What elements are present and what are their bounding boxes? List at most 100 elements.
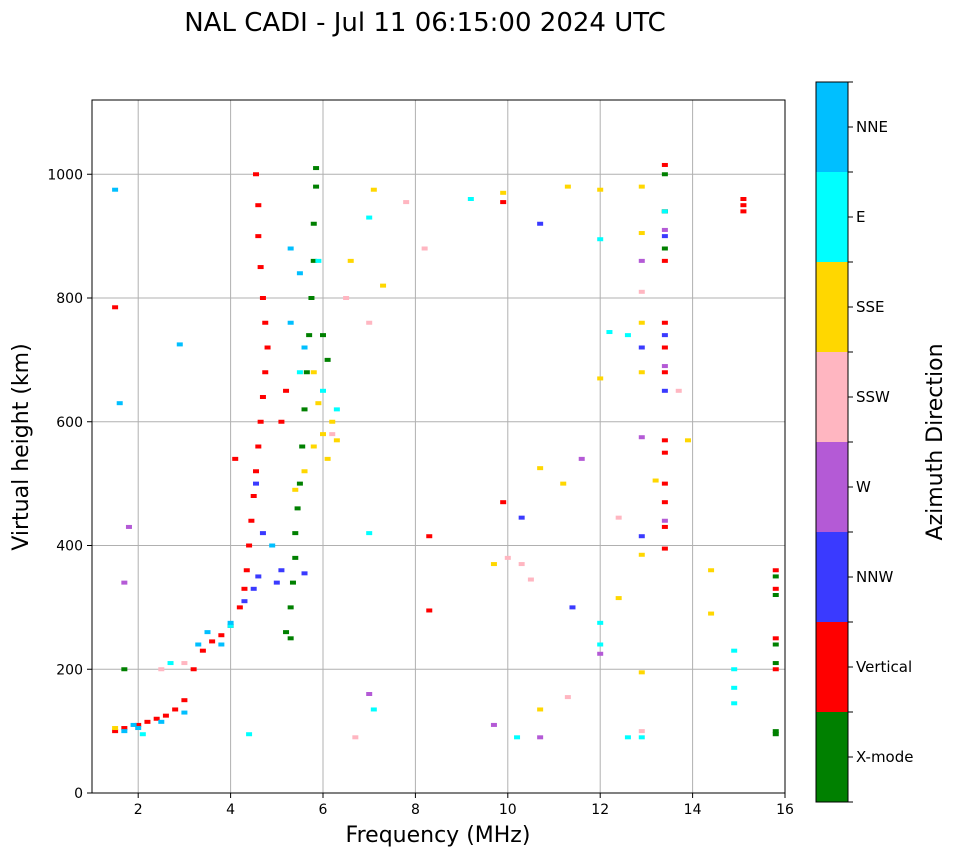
data-point bbox=[227, 623, 234, 628]
colorbar-title: Azimuth Direction bbox=[923, 343, 948, 540]
data-point bbox=[283, 388, 290, 393]
data-point bbox=[296, 481, 303, 486]
data-point bbox=[264, 345, 271, 350]
data-point bbox=[257, 265, 264, 270]
data-point bbox=[638, 435, 645, 440]
data-point bbox=[315, 401, 322, 406]
data-point bbox=[329, 419, 336, 424]
data-point bbox=[306, 333, 313, 338]
series-w bbox=[121, 227, 668, 740]
data-point bbox=[708, 611, 715, 616]
colorbar-segment bbox=[816, 442, 848, 532]
data-point bbox=[172, 707, 179, 712]
y-tick-label: 200 bbox=[56, 662, 83, 678]
data-point bbox=[366, 692, 373, 696]
data-point bbox=[204, 630, 211, 635]
data-point bbox=[638, 735, 645, 740]
data-point bbox=[366, 320, 373, 325]
colorbar-segment bbox=[816, 172, 848, 262]
data-point bbox=[578, 456, 585, 461]
data-point bbox=[121, 729, 128, 734]
data-point bbox=[262, 320, 269, 325]
data-point bbox=[597, 651, 604, 656]
data-point bbox=[537, 735, 544, 740]
y-tick-label: 0 bbox=[74, 786, 83, 802]
colorbar-segment bbox=[816, 622, 848, 712]
data-point bbox=[638, 370, 645, 375]
data-point bbox=[661, 388, 668, 393]
data-point bbox=[772, 636, 779, 641]
data-point bbox=[255, 574, 262, 579]
data-point bbox=[158, 719, 165, 724]
data-point bbox=[661, 258, 668, 263]
colorbar-label: W bbox=[856, 478, 871, 496]
data-point bbox=[638, 729, 645, 734]
data-point bbox=[661, 364, 668, 369]
data-point bbox=[624, 333, 631, 338]
data-point bbox=[153, 716, 160, 721]
colorbar-segment bbox=[816, 262, 848, 352]
data-point bbox=[112, 726, 119, 731]
data-point bbox=[661, 524, 668, 529]
data-point bbox=[125, 524, 132, 529]
data-point bbox=[597, 187, 604, 192]
data-point bbox=[227, 620, 234, 625]
data-point bbox=[352, 735, 359, 740]
data-point bbox=[661, 172, 668, 177]
data-point bbox=[564, 695, 571, 700]
data-point bbox=[301, 571, 308, 576]
plot-frame bbox=[91, 99, 786, 794]
data-points bbox=[112, 162, 779, 740]
data-point bbox=[527, 577, 534, 582]
x-tick-label: 6 bbox=[319, 802, 328, 818]
data-point bbox=[518, 515, 525, 520]
data-point bbox=[121, 667, 128, 672]
data-point bbox=[255, 203, 262, 208]
series-x-mode bbox=[121, 166, 779, 737]
series-ssw bbox=[158, 200, 682, 740]
data-point bbox=[241, 586, 248, 591]
data-point bbox=[490, 722, 497, 727]
data-point bbox=[292, 487, 299, 492]
data-point bbox=[638, 534, 645, 539]
data-point bbox=[597, 237, 604, 242]
data-point bbox=[661, 320, 668, 325]
x-tick-label: 10 bbox=[499, 802, 517, 818]
data-point bbox=[158, 667, 165, 672]
data-point bbox=[740, 209, 747, 214]
data-point bbox=[731, 701, 738, 706]
series-nne bbox=[112, 187, 308, 734]
data-point bbox=[320, 432, 326, 437]
data-point bbox=[278, 568, 285, 573]
data-point bbox=[209, 639, 216, 644]
data-point bbox=[597, 376, 604, 381]
data-point bbox=[273, 580, 280, 585]
data-point bbox=[661, 234, 668, 239]
data-point bbox=[257, 419, 264, 424]
x-tick-label: 8 bbox=[411, 802, 420, 818]
data-point bbox=[121, 726, 128, 731]
data-point bbox=[684, 438, 691, 443]
data-point bbox=[162, 713, 169, 718]
data-point bbox=[294, 506, 301, 511]
x-axis-ticks: 2 4 6 8 10 12 14 16 bbox=[134, 793, 794, 818]
data-point bbox=[181, 698, 188, 703]
data-point bbox=[661, 546, 668, 551]
colorbar-segment bbox=[816, 532, 848, 622]
colorbar-label: NNW bbox=[856, 568, 893, 586]
data-point bbox=[772, 729, 779, 734]
data-point bbox=[500, 200, 507, 205]
data-point bbox=[731, 667, 738, 672]
data-point bbox=[253, 469, 260, 474]
data-point bbox=[740, 197, 747, 201]
colorbar: X-mode Vertical NNW W SSW SSE E NNE bbox=[815, 81, 913, 803]
data-point bbox=[262, 370, 269, 375]
data-point bbox=[287, 636, 294, 641]
data-point bbox=[301, 469, 308, 474]
data-point bbox=[301, 345, 308, 350]
data-point bbox=[246, 732, 253, 737]
data-point bbox=[772, 568, 779, 573]
data-point bbox=[296, 271, 303, 276]
data-point bbox=[218, 642, 225, 647]
data-point bbox=[772, 732, 779, 737]
